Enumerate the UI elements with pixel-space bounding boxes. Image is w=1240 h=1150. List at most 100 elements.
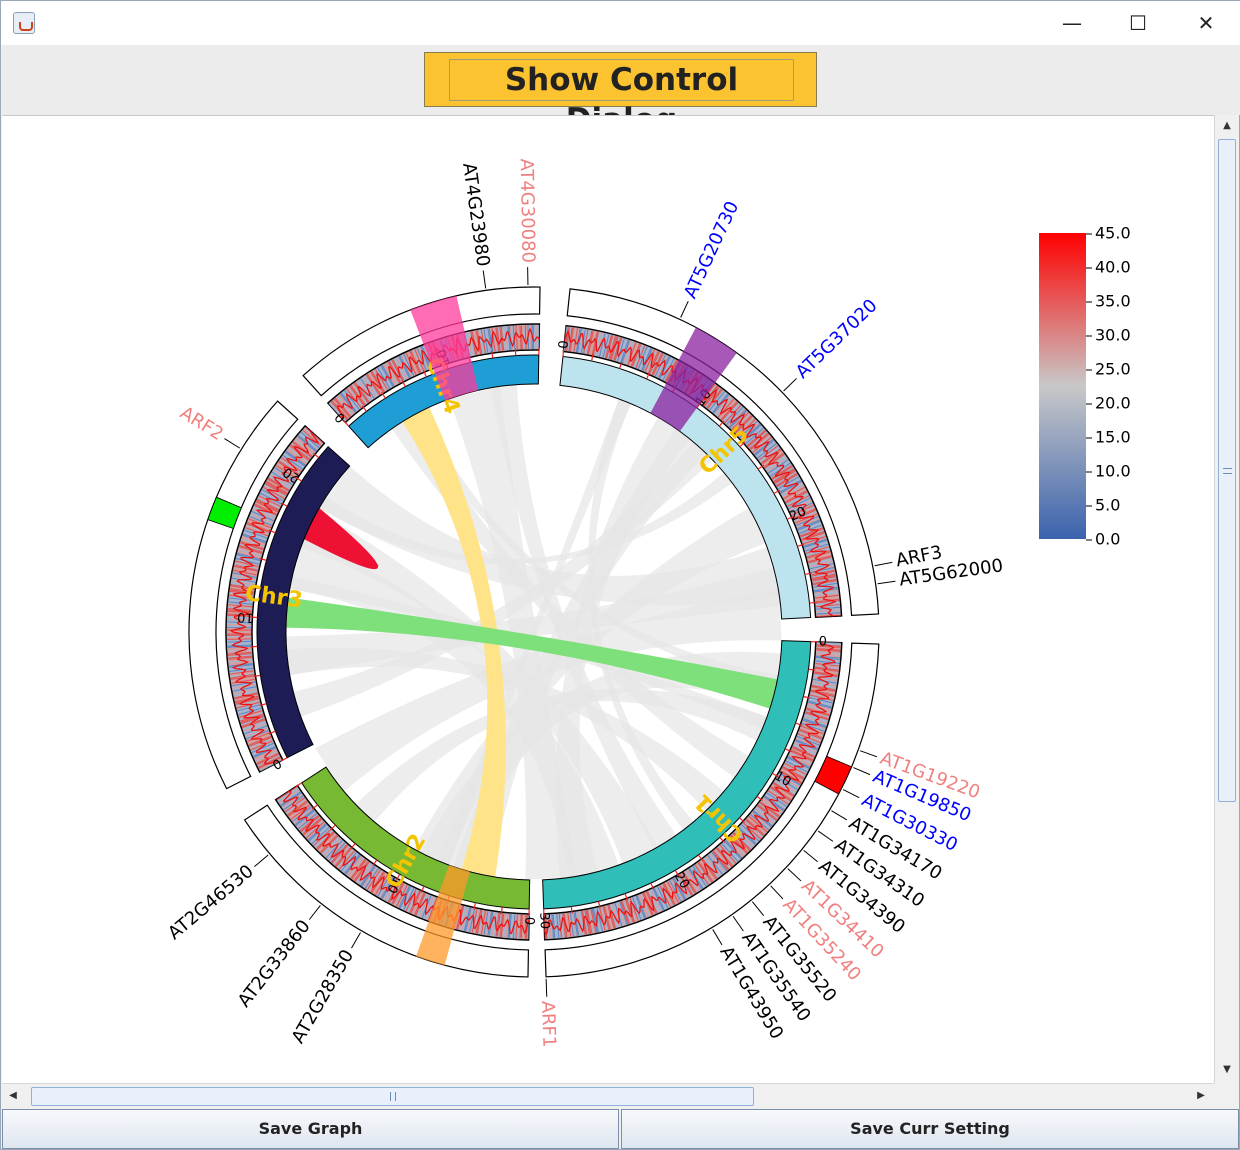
heatmap-cell bbox=[615, 338, 624, 362]
heatmap-cell bbox=[739, 825, 758, 844]
heatmap-cell bbox=[705, 856, 721, 877]
heatmap-cell bbox=[586, 330, 593, 355]
heatmap-cell bbox=[790, 750, 813, 762]
heatmap-cell bbox=[801, 722, 825, 732]
horizontal-scrollbar[interactable]: ◀ ▶ bbox=[2, 1083, 1214, 1109]
heatmap-cell bbox=[247, 520, 271, 531]
heatmap-cell bbox=[799, 727, 823, 737]
scroll-right-arrow-icon[interactable]: ▶ bbox=[1197, 1090, 1205, 1101]
heatmap-cell bbox=[378, 366, 392, 389]
heatmap-cell bbox=[814, 671, 839, 676]
heatmap-cell bbox=[248, 735, 272, 746]
heatmap-cell bbox=[271, 471, 293, 486]
heatmap-cell bbox=[227, 651, 252, 655]
minimize-button[interactable]: — bbox=[1062, 11, 1082, 35]
heatmap-cell bbox=[254, 748, 277, 760]
show-control-dialog-button[interactable]: Show Control Dialog bbox=[424, 52, 817, 138]
heatmap-cell bbox=[800, 726, 824, 736]
heatmap-cell bbox=[780, 770, 802, 784]
heatmap-cell bbox=[673, 877, 687, 900]
heatmap-cell bbox=[280, 791, 301, 806]
heatmap-cell bbox=[714, 848, 732, 868]
gene-connector bbox=[545, 978, 548, 997]
heatmap-cell bbox=[745, 819, 764, 837]
heatmap-cell bbox=[720, 843, 738, 863]
heatmap-cell bbox=[813, 581, 837, 587]
scroll-down-arrow-icon[interactable]: ▼ bbox=[1223, 1064, 1231, 1075]
heatmap-cell bbox=[631, 343, 642, 367]
heatmap-cell bbox=[370, 371, 385, 393]
heatmap-cell bbox=[258, 756, 281, 768]
heatmap-cell bbox=[405, 889, 417, 912]
heatmap-cell bbox=[704, 386, 720, 407]
heatmap-cell bbox=[419, 346, 430, 370]
scroll-up-arrow-icon[interactable]: ▲ bbox=[1223, 120, 1231, 131]
heatmap-cell bbox=[564, 326, 569, 351]
heatmap-cell bbox=[785, 490, 807, 503]
heatmap-cell bbox=[227, 650, 252, 654]
heatmap-cell bbox=[740, 421, 759, 439]
tick-mark bbox=[259, 557, 267, 561]
heatmap-cell bbox=[814, 594, 839, 599]
heatmap-cell bbox=[591, 908, 598, 933]
vertical-scrollbar[interactable]: ▲ ▼ bbox=[1214, 115, 1239, 1083]
heatmap-cell bbox=[487, 328, 493, 353]
heatmap-cell bbox=[774, 779, 796, 794]
heatmap-cell bbox=[815, 664, 840, 669]
heatmap-cell bbox=[810, 568, 835, 575]
heatmap-cell bbox=[569, 912, 575, 937]
heatmap-cell bbox=[759, 802, 780, 818]
heatmap-cell bbox=[280, 458, 301, 473]
java-cup-icon[interactable] bbox=[13, 12, 35, 34]
heatmap-cell bbox=[795, 514, 819, 525]
heatmap-cell bbox=[282, 454, 303, 470]
heatmap-cell bbox=[568, 327, 573, 352]
heatmap-cell bbox=[816, 650, 841, 654]
heatmap-cell bbox=[287, 448, 308, 464]
heatmap-cell bbox=[803, 537, 827, 546]
heatmap-cell bbox=[590, 909, 597, 933]
save-curr-setting-button[interactable]: Save Curr Setting bbox=[621, 1109, 1239, 1149]
heatmap-cell bbox=[816, 654, 841, 658]
tick-mark bbox=[268, 730, 276, 735]
heatmap-cell bbox=[619, 339, 628, 363]
heatmap-cell bbox=[743, 821, 763, 839]
heatmap-cell bbox=[284, 797, 306, 813]
gene-connector bbox=[254, 854, 269, 868]
maximize-button[interactable]: ☐ bbox=[1129, 11, 1147, 35]
heatmap-cell bbox=[805, 711, 829, 720]
heatmap-cell bbox=[370, 871, 385, 893]
heatmap-cell bbox=[338, 394, 355, 414]
heatmap-cell bbox=[377, 875, 391, 897]
horizontal-scroll-thumb[interactable] bbox=[31, 1087, 754, 1106]
heatmap-cell bbox=[813, 586, 838, 592]
tick-mark bbox=[570, 906, 573, 914]
save-graph-button[interactable]: Save Graph bbox=[2, 1109, 619, 1149]
heatmap-cell bbox=[564, 913, 569, 938]
heatmap-cell bbox=[276, 463, 298, 478]
graph-canvas[interactable]: 0102030Chr1010Chr201020Chr3010Chr401020C… bbox=[2, 115, 1214, 1083]
scroll-left-arrow-icon[interactable]: ◀ bbox=[9, 1090, 17, 1101]
heatmap-cell bbox=[594, 332, 601, 356]
heatmap-cell bbox=[245, 525, 269, 536]
line-plot-Chr2 bbox=[283, 790, 530, 935]
heatmap-cell bbox=[354, 382, 370, 403]
close-button[interactable]: ✕ bbox=[1197, 11, 1215, 35]
heatmap-cell bbox=[505, 913, 510, 938]
heatmap-cell bbox=[778, 477, 800, 491]
heatmap-cell bbox=[351, 384, 367, 405]
heatmap-cell bbox=[381, 877, 395, 900]
heatmap-cell bbox=[769, 788, 790, 803]
heatmap-cell bbox=[327, 841, 345, 861]
vertical-scroll-thumb[interactable] bbox=[1218, 139, 1236, 802]
heatmap-cell bbox=[545, 914, 548, 939]
ideogram-Chr1 bbox=[542, 640, 812, 910]
heatmap-cell bbox=[813, 582, 838, 588]
heatmap-cell bbox=[683, 871, 698, 893]
tick-mark bbox=[784, 748, 792, 753]
heatmap-cell bbox=[786, 493, 809, 506]
gene-connector bbox=[853, 767, 871, 776]
heatmap-cell bbox=[305, 820, 324, 838]
heatmap-cell bbox=[401, 354, 414, 377]
heatmap-cell bbox=[240, 714, 264, 723]
